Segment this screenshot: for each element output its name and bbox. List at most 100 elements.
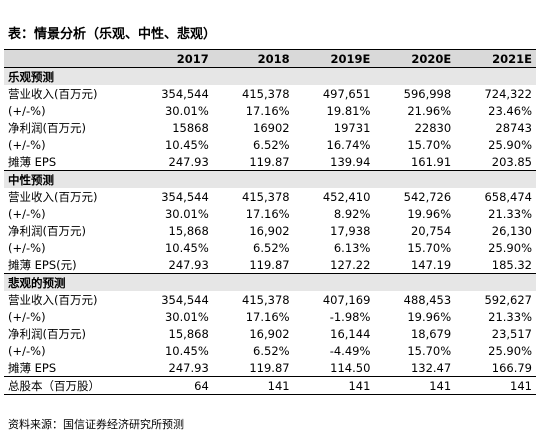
cell-value: 17.16% [245, 309, 290, 324]
cell-value: 354,544 [161, 86, 209, 101]
cell-value: 21.33% [488, 309, 532, 324]
row-label: (+/-%) [8, 343, 46, 358]
cell-value: 28743 [495, 120, 532, 135]
cell-value: 119.87 [249, 257, 290, 272]
cell-value: 147.19 [410, 257, 452, 272]
cell-value: 16,144 [330, 326, 371, 341]
cell-value: 166.79 [491, 360, 532, 375]
data-row: (+/-%) 30.01% 17.16% 19.81% 21.96% 23.46% [4, 102, 536, 119]
column-header: 2018 [212, 49, 294, 68]
cell-value: 415,378 [242, 86, 290, 101]
data-row: 净利润(百万元) 15,868 16,902 16,144 18,679 23,517 [4, 325, 536, 342]
cell-value: 22830 [414, 120, 452, 135]
cell-value: -4.49% [329, 343, 371, 358]
cell-value: 17.16% [245, 103, 290, 118]
row-label: (+/-%) [8, 137, 46, 152]
cell-value: 139.94 [330, 154, 371, 169]
cell-value: 20,754 [410, 223, 452, 238]
data-row: 摊薄 EPS 247.93 119.87 139.94 161.91 203.85 [4, 153, 536, 171]
cell-value: 23.46% [488, 103, 532, 118]
row-label: (+/-%) [8, 309, 46, 324]
cell-value: 497,651 [322, 86, 371, 101]
data-row: 总股本（百万股） 64 141 141 141 141 [4, 376, 536, 395]
cell-value: 64 [132, 376, 213, 395]
cell-value: 30.01% [164, 309, 209, 324]
source-note: 资料来源：国信证券经济研究所预测 [8, 418, 184, 431]
section-row: 乐观预测 [4, 67, 536, 85]
cell-value: 488,453 [403, 292, 452, 307]
cell-value: 16,902 [249, 326, 290, 341]
cell-value: 25.90% [488, 137, 532, 152]
cell-value: 247.93 [168, 154, 209, 169]
row-label: 营业收入(百万元) [8, 86, 98, 101]
cell-value: 141 [293, 376, 375, 395]
cell-value: 247.93 [168, 360, 209, 375]
cell-value: 658,474 [484, 189, 532, 204]
cell-value: 8.92% [333, 206, 371, 221]
cell-value: 127.22 [330, 257, 371, 272]
cell-value: 119.87 [249, 360, 290, 375]
section-name: 乐观预测 [4, 67, 536, 85]
row-label: 摊薄 EPS [8, 154, 57, 169]
section-row: 悲观的预测 [4, 273, 536, 291]
cell-value: 10.45% [164, 343, 209, 358]
cell-value: 16,902 [249, 223, 290, 238]
section-row: 中性预测 [4, 170, 536, 188]
data-row: (+/-%) 10.45% 6.52% 16.74% 15.70% 25.90% [4, 136, 536, 153]
row-label: 总股本（百万股） [4, 376, 132, 395]
column-header: 2020E [374, 49, 456, 68]
section-name: 悲观的预测 [4, 273, 536, 291]
row-label: 摊薄 EPS(元) [8, 257, 77, 272]
cell-value: 25.90% [488, 240, 532, 255]
cell-value: 17.16% [245, 206, 290, 221]
row-label: 营业收入(百万元) [8, 292, 98, 307]
table-body: 乐观预测 营业收入(百万元) 354,544 415,378 497,651 596,99… [4, 67, 536, 395]
data-row: 营业收入(百万元) 354,544 415,378 497,651 596,998 724… [4, 85, 536, 102]
row-label: 营业收入(百万元) [8, 189, 98, 204]
cell-value: 6.52% [253, 343, 290, 358]
cell-value: 15868 [172, 120, 209, 135]
cell-value: 592,627 [484, 292, 532, 307]
column-header: 2019E [293, 49, 375, 68]
row-label: (+/-%) [8, 206, 46, 221]
cell-value: 247.93 [168, 257, 209, 272]
row-label: 净利润(百万元) [8, 326, 86, 341]
scenario-table: 2017 2018 2019E 2020E 2021E 乐观预测 营业收入(百万元) 354… [4, 49, 536, 395]
cell-value: 19.81% [326, 103, 371, 118]
data-row: 净利润(百万元) 15868 16902 19731 22830 28743 [4, 119, 536, 136]
cell-value: 10.45% [164, 240, 209, 255]
cell-value: 30.01% [164, 103, 209, 118]
data-row: (+/-%) 30.01% 17.16% 8.92% 19.96% 21.33% [4, 205, 536, 222]
column-header: 2021E [455, 49, 536, 68]
cell-value: 203.85 [491, 154, 532, 169]
cell-value: 10.45% [164, 137, 209, 152]
cell-value: 354,544 [161, 292, 209, 307]
cell-value: 16.74% [326, 137, 371, 152]
row-label: 净利润(百万元) [8, 223, 86, 238]
data-row: (+/-%) 30.01% 17.16% -1.98% 19.96% 21.33% [4, 308, 536, 325]
row-label: (+/-%) [8, 240, 46, 255]
cell-value: 19.96% [407, 309, 452, 324]
cell-value: 724,322 [484, 86, 532, 101]
cell-value: 6.52% [253, 137, 290, 152]
cell-value: 15,868 [168, 223, 209, 238]
cell-value: 185.32 [491, 257, 532, 272]
data-row: (+/-%) 10.45% 6.52% -4.49% 15.70% 25.90% [4, 342, 536, 359]
cell-value: 26,130 [491, 223, 532, 238]
cell-value: 407,169 [322, 292, 371, 307]
cell-value: 15.70% [407, 343, 452, 358]
cell-value: 21.96% [407, 103, 452, 118]
cell-value: 141 [374, 376, 456, 395]
cell-value: -1.98% [329, 309, 371, 324]
cell-value: 15.70% [407, 137, 452, 152]
data-row: (+/-%) 10.45% 6.52% 6.13% 15.70% 25.90% [4, 239, 536, 256]
cell-value: 19.96% [407, 206, 452, 221]
cell-value: 141 [455, 376, 536, 395]
cell-value: 132.47 [410, 360, 452, 375]
header-row: 2017 2018 2019E 2020E 2021E [4, 49, 536, 68]
data-row: 净利润(百万元) 15,868 16,902 17,938 20,754 26,130 [4, 222, 536, 239]
column-header: 2017 [132, 49, 213, 68]
cell-value: 114.50 [330, 360, 371, 375]
cell-value: 25.90% [488, 343, 532, 358]
